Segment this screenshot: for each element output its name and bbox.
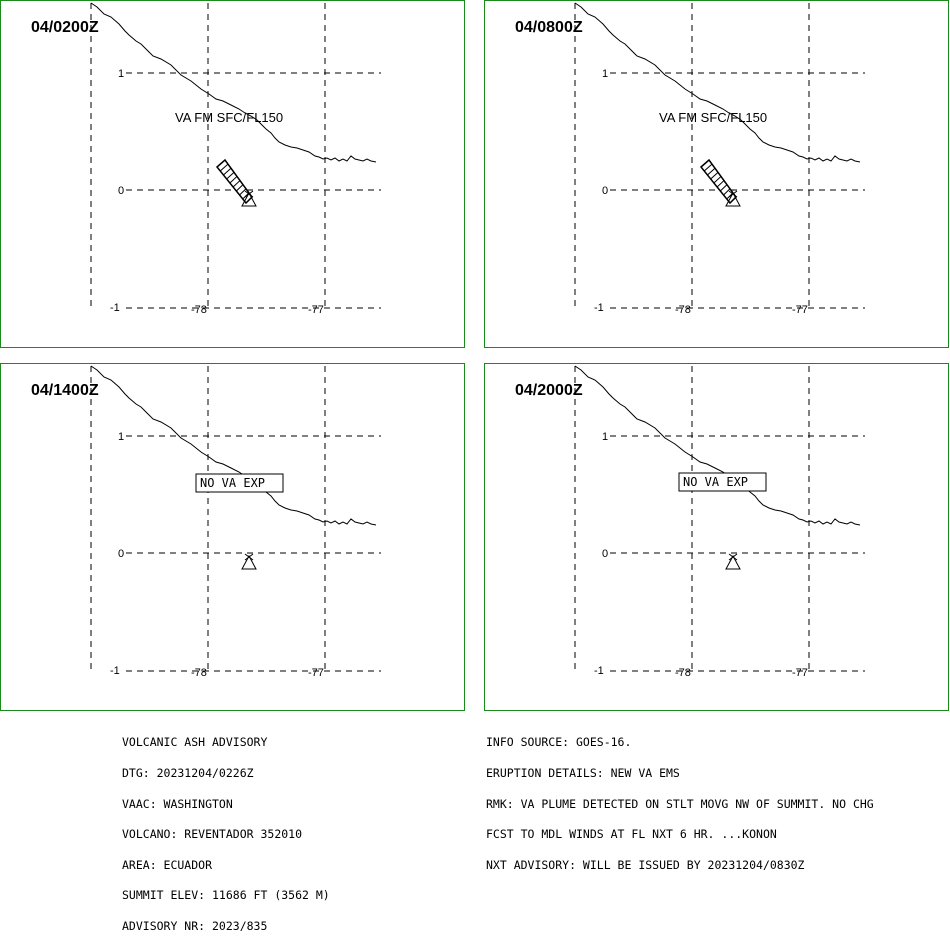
valid-time: 04/1400Z xyxy=(31,382,99,399)
advisory-dtg: DTG: 20231204/0226Z xyxy=(122,766,254,780)
map-canvas: 1 0 -1 -78 -77 VA FM SFC/FL150 xyxy=(90,2,381,316)
lat-lon-grid xyxy=(90,3,381,309)
lat-label-minus1: -1 xyxy=(594,665,604,677)
advisory-area: AREA: ECUADOR xyxy=(122,857,213,872)
volcano-symbol xyxy=(725,553,741,570)
lat-label-minus1: -1 xyxy=(110,302,120,314)
advisory-info-source: INFO SOURCE: GOES-16. xyxy=(486,735,632,750)
lon-label-78: -78 xyxy=(191,304,207,316)
lat-label-1: 1 xyxy=(602,68,608,80)
lat-label-minus1: -1 xyxy=(110,665,120,677)
coastline xyxy=(574,2,861,163)
forecast-panel-2000z: 1 0 -1 -78 -77 NO VA EXP 04/2000Z xyxy=(484,363,949,711)
lat-lon-grid xyxy=(574,3,865,309)
no-ash-box xyxy=(678,472,767,492)
lon-label-78: -78 xyxy=(675,304,691,316)
advisory-volcano: VOLCANO: REVENTADOR 352010 xyxy=(122,827,303,842)
no-ash-label: NO VA EXP xyxy=(200,476,265,490)
valid-time: 04/2000Z xyxy=(515,382,583,399)
advisory-forecast: FCST TO MDL WINDS AT FL NXT 6 HR. ...KON… xyxy=(486,827,777,842)
lon-label-77: -77 xyxy=(792,667,808,679)
ash-plume xyxy=(215,158,253,205)
lat-label-0: 0 xyxy=(118,548,124,560)
lat-label-1: 1 xyxy=(118,431,124,443)
map-canvas: 1 0 -1 -78 -77 NO VA EXP xyxy=(90,365,381,679)
coastline xyxy=(574,365,861,526)
valid-time: 04/0200Z xyxy=(31,19,99,36)
ash-level-label: VA FM SFC/FL150 xyxy=(175,110,283,125)
lat-label-minus1: -1 xyxy=(594,302,604,314)
lat-lon-grid xyxy=(574,366,865,672)
map-canvas: 1 0 -1 -78 -77 NO VA EXP xyxy=(574,365,865,679)
advisory-info-right: INFO SOURCE: GOES-16. ERUPTION DETAILS: … xyxy=(486,717,874,880)
advisory-vaac: VAAC: WASHINGTON xyxy=(122,796,233,811)
lat-label-0: 0 xyxy=(602,185,608,197)
ash-level-label: VA FM SFC/FL150 xyxy=(659,110,767,125)
volcano-symbol xyxy=(241,190,257,207)
advisory-title: VOLCANIC ASH ADVISORY xyxy=(122,735,268,750)
lat-label-1: 1 xyxy=(602,431,608,443)
forecast-panel-0200z: 1 0 -1 -78 -77 VA FM SFC/FL150 04/0200Z xyxy=(0,0,465,348)
volcano-symbol xyxy=(241,553,257,570)
advisory-info-left: VOLCANIC ASH ADVISORY DTG: 20231204/0226… xyxy=(122,717,330,941)
lat-label-0: 0 xyxy=(602,548,608,560)
coastline xyxy=(90,2,377,163)
no-ash-box xyxy=(195,473,284,493)
lon-label-77: -77 xyxy=(308,667,324,679)
lat-label-1: 1 xyxy=(118,68,124,80)
lat-label-0: 0 xyxy=(118,185,124,197)
forecast-panel-1400z: 1 0 -1 -78 -77 NO VA EXP 04/1400Z xyxy=(0,363,465,711)
advisory-eruption-details: ERUPTION DETAILS: NEW VA EMS xyxy=(486,766,680,780)
lon-label-78: -78 xyxy=(675,667,691,679)
forecast-panel-0800z: 1 0 -1 -78 -77 VA FM SFC/FL150 04/0800Z xyxy=(484,0,949,348)
advisory-next: NXT ADVISORY: WILL BE ISSUED BY 20231204… xyxy=(486,857,805,872)
lat-lon-grid xyxy=(90,366,381,672)
valid-time: 04/0800Z xyxy=(515,19,583,36)
lon-label-77: -77 xyxy=(792,304,808,316)
no-ash-label: NO VA EXP xyxy=(683,475,748,489)
lon-label-77: -77 xyxy=(308,304,324,316)
advisory-remarks: RMK: VA PLUME DETECTED ON STLT MOVG NW O… xyxy=(486,796,874,811)
coastline xyxy=(90,365,377,526)
lon-label-78: -78 xyxy=(191,667,207,679)
advisory-summit-elev: SUMMIT ELEV: 11686 FT (3562 M) xyxy=(122,888,330,903)
advisory-number: ADVISORY NR: 2023/835 xyxy=(122,918,268,933)
volcano-symbol xyxy=(725,190,741,207)
map-canvas: 1 0 -1 -78 -77 VA FM SFC/FL150 xyxy=(574,2,865,316)
